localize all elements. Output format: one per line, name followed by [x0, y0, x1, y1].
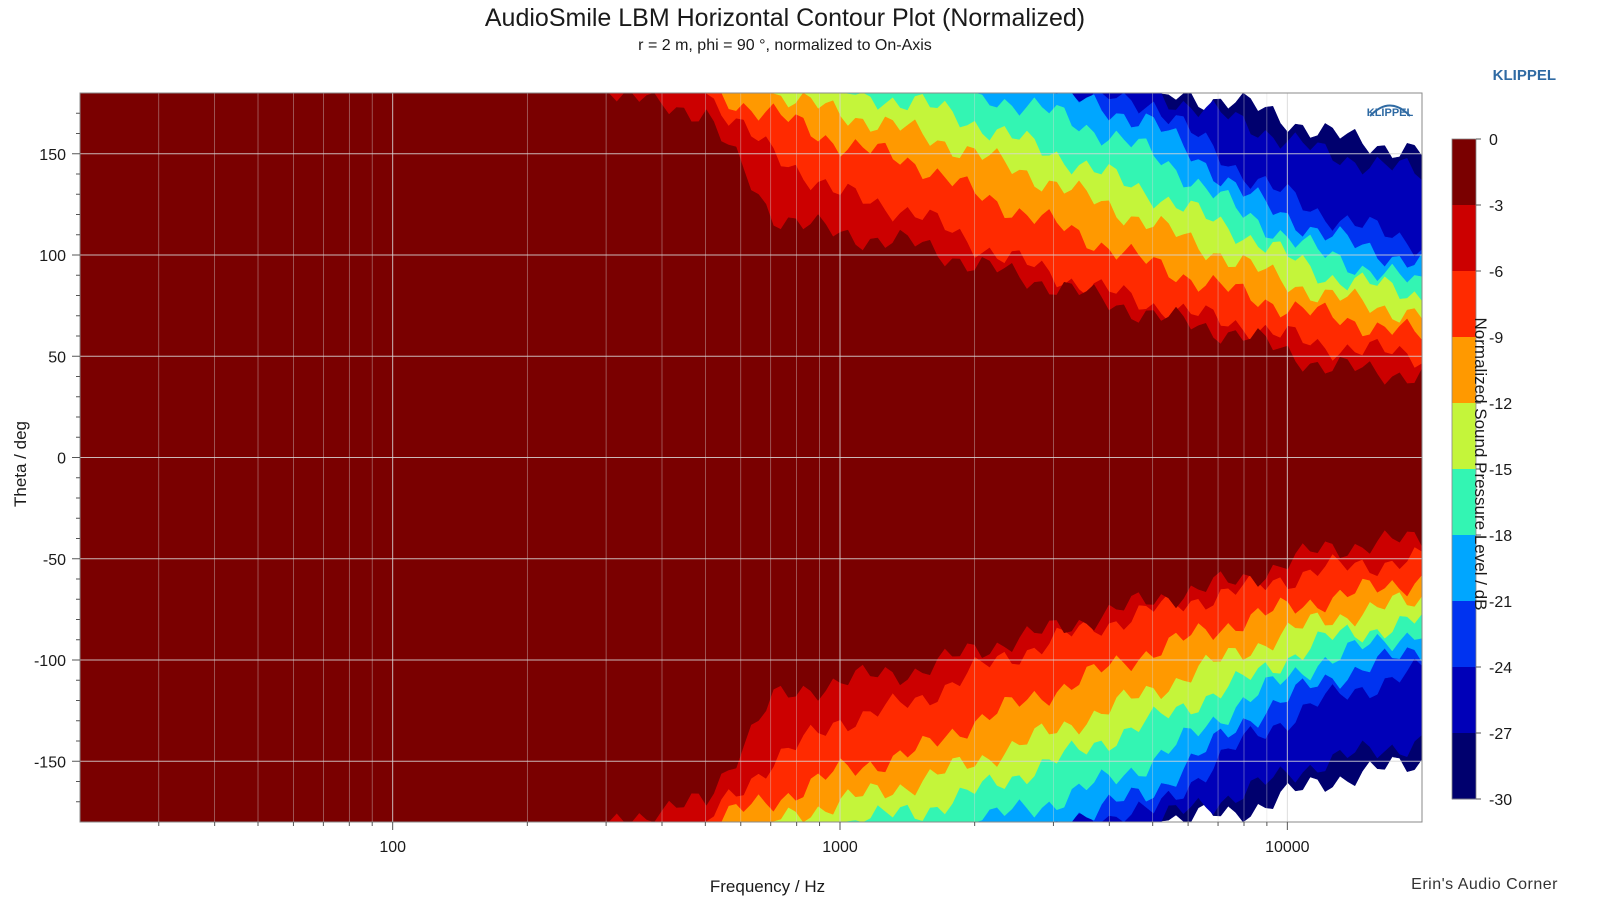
- x-axis-label: Frequency / Hz: [709, 877, 826, 896]
- colorbar-tick-label: -18: [1489, 528, 1512, 545]
- grid-lines: [80, 93, 1422, 822]
- y-tick-label: 50: [48, 349, 66, 366]
- colorbar-tick-label: -30: [1489, 792, 1512, 809]
- colorbar-segment: [1452, 733, 1476, 800]
- x-tick-label: 100: [379, 839, 406, 856]
- y-tick-label: -150: [34, 754, 66, 771]
- brand-label: KLIPPEL: [1492, 67, 1556, 84]
- colorbar-tick-label: -3: [1489, 198, 1503, 215]
- colorbar-tick-label: -9: [1489, 330, 1503, 347]
- colorbar-segment: [1452, 139, 1476, 206]
- colorbar-tick-label: -6: [1489, 264, 1503, 281]
- colorbar-segment: [1452, 271, 1476, 338]
- x-tick-label: 10000: [1265, 839, 1310, 856]
- colorbar-segment: [1452, 403, 1476, 470]
- y-tick-label: 0: [57, 451, 66, 468]
- colorbar-tick-label: -21: [1489, 594, 1512, 611]
- colorbar-tick-label: -12: [1489, 396, 1512, 413]
- colorbar-tick-label: -15: [1489, 462, 1512, 479]
- x-tick-label: 1000: [822, 839, 858, 856]
- y-tick-label: 100: [39, 248, 66, 265]
- colorbar-tick-label: -24: [1489, 660, 1512, 677]
- axis-ticks: 150 100 50 0 -50 -100 -150 100 1000 10000: [34, 112, 1310, 856]
- colorbar-segment: [1452, 469, 1476, 536]
- y-tick-label: -50: [43, 552, 66, 569]
- colorbar-tick-label: 0: [1489, 132, 1498, 149]
- colorbar-segment: [1452, 667, 1476, 734]
- colorbar-segment: [1452, 535, 1476, 602]
- logo-text: KLIPPEL: [1367, 107, 1414, 119]
- y-tick-label: -100: [34, 653, 66, 670]
- klippel-logo: KLIPPEL: [1367, 104, 1414, 119]
- colorbar-segment: [1452, 337, 1476, 404]
- y-tick-label: 150: [39, 147, 66, 164]
- colorbar: 0 -3 -6 -9 -12 -15 -18 -21 -24 -27 -30: [1451, 132, 1512, 809]
- colorbar-tick-label: -27: [1489, 726, 1512, 743]
- colorbar-segment: [1452, 205, 1476, 272]
- chart-subtitle: r = 2 m, phi = 90 °, normalized to On-Ax…: [638, 37, 932, 54]
- chart-title: AudioSmile LBM Horizontal Contour Plot (…: [484, 4, 1086, 32]
- colorbar-label: Normalized Sound Pressure Level / dB: [1471, 317, 1490, 611]
- y-axis-label: Theta / deg: [11, 421, 30, 508]
- credit-label: Erin's Audio Corner: [1411, 876, 1558, 893]
- colorbar-segment: [1452, 601, 1476, 668]
